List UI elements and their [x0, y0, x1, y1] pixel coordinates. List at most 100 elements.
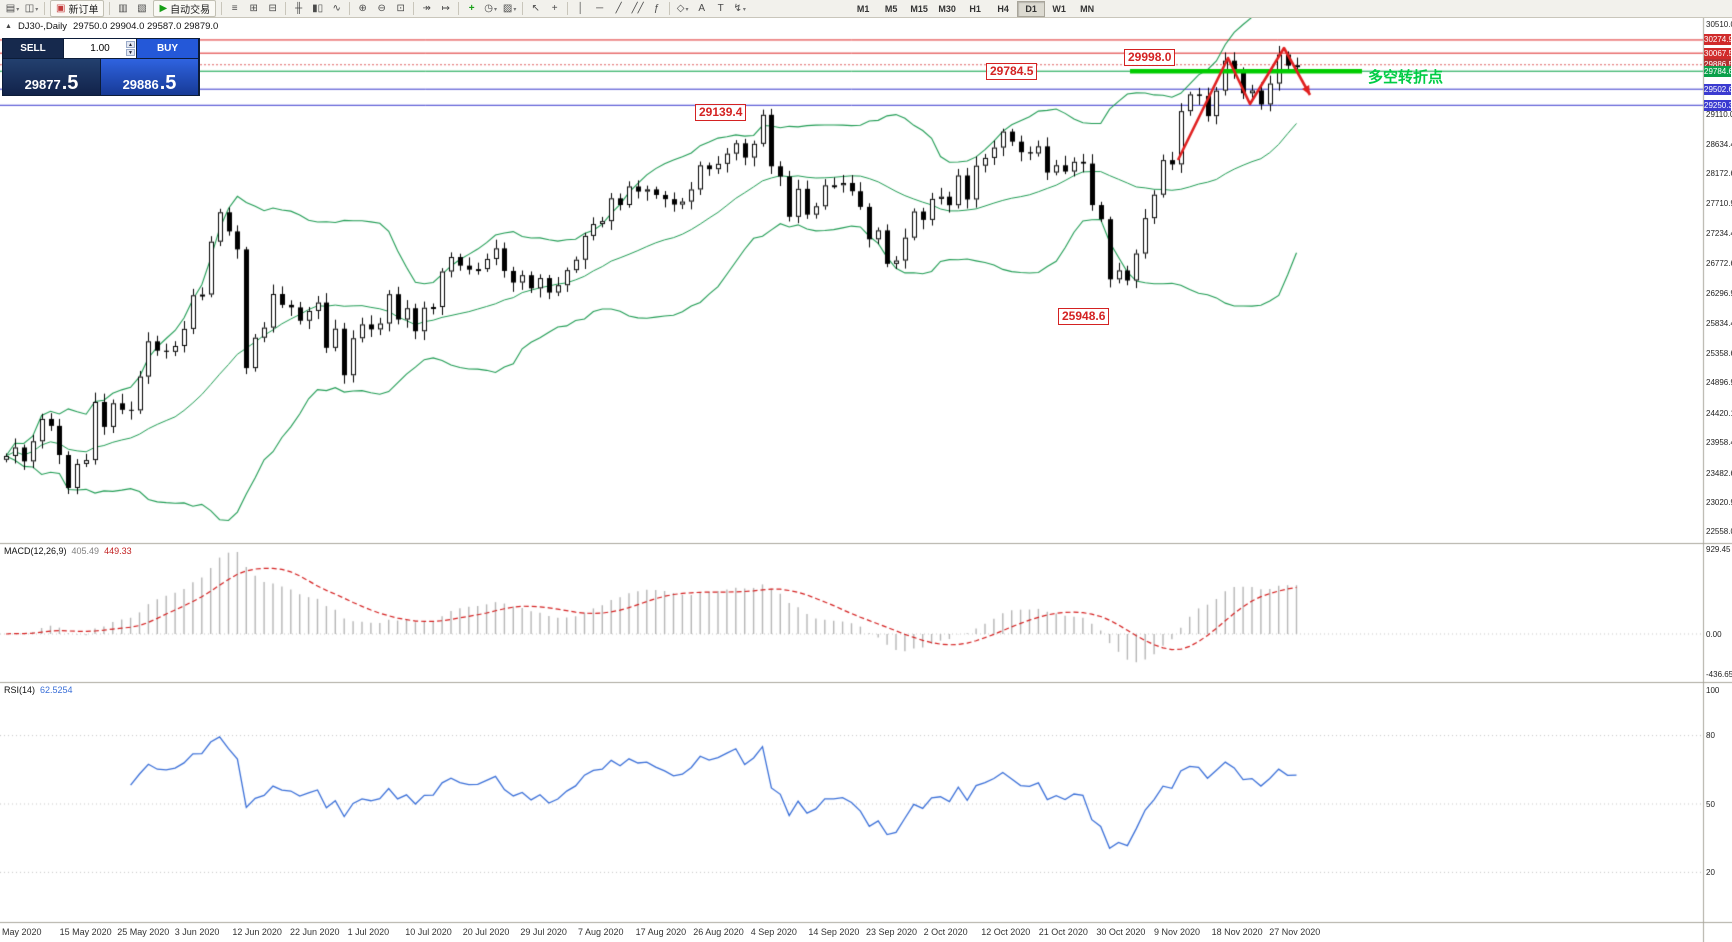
- toolbar: ▤▾ ◫▾ ▣ 新订单 ▥ ▧ ▶ 自动交易 ≡ ⊞ ⊟ ╫ ▮▯ ∿ ⊕ ⊖ ⊡ ↠ ↦ + ◷▾ ▨▾ ↖ + │ ─ ╱ ╱╱ ƒ…: [0, 0, 1732, 18]
- timeframe-button-m5[interactable]: M5: [884, 3, 898, 14]
- candlestick-chart-icon[interactable]: ▮▯: [312, 3, 324, 14]
- macd-scale-tick: -436.65: [1706, 669, 1732, 679]
- chart-ohlc-values: 29750.0 29904.0 29587.0 29879.0: [73, 21, 219, 32]
- date-label: 17 Aug 2020: [635, 927, 687, 937]
- shapes-icon[interactable]: ◇▾: [676, 3, 689, 14]
- new-order-button[interactable]: ▣ 新订单: [50, 0, 105, 17]
- price-annotation-label[interactable]: 29139.4: [695, 104, 747, 121]
- data-window-icon[interactable]: ⊞: [249, 3, 258, 14]
- date-label: 1 Jul 2020: [347, 927, 390, 937]
- macd-indicator-label: MACD(12,26,9) 405.49 449.33: [4, 546, 132, 556]
- profiles-icon[interactable]: ◫▾: [24, 3, 39, 14]
- vertical-line-icon[interactable]: │: [577, 3, 584, 14]
- auto-trading-button[interactable]: ▶ 自动交易: [153, 0, 217, 17]
- sell-price-button[interactable]: 29877 .5: [3, 59, 100, 95]
- volume-input[interactable]: 1.00 ▲ ▼: [64, 39, 136, 58]
- date-label: 29 Jul 2020: [520, 927, 567, 937]
- chart-shift-icon[interactable]: ↦: [441, 3, 450, 14]
- timeframe-button-w1[interactable]: W1: [1052, 3, 1066, 14]
- text-icon[interactable]: A: [698, 3, 705, 14]
- ask-price: 29886: [122, 77, 159, 92]
- toolbar-separator: [458, 2, 460, 15]
- price-tick: 26772.6: [1706, 258, 1732, 268]
- timeframe-button-mn[interactable]: MN: [1080, 3, 1095, 14]
- date-label: 18 Nov 2020: [1211, 927, 1263, 937]
- date-label: 4 Sep 2020: [750, 927, 797, 937]
- rsi-scale-tick: 50: [1706, 799, 1715, 809]
- sell-button[interactable]: SELL: [3, 39, 63, 58]
- arrows-icon[interactable]: ↯▾: [733, 3, 746, 14]
- rsi-scale-tick: 100: [1706, 685, 1720, 695]
- toolbar-separator: [285, 2, 287, 15]
- macd-main-value: 405.49: [71, 546, 100, 556]
- price-tag: 30274.9: [1704, 34, 1732, 46]
- price-annotation-label[interactable]: 25948.6: [1058, 308, 1110, 325]
- price-annotation-label[interactable]: 29784.5: [986, 63, 1038, 80]
- rsi-scale-tick: 20: [1706, 867, 1715, 877]
- market-watch-icon[interactable]: ≡: [231, 3, 238, 14]
- bid-price: 29877: [24, 77, 61, 92]
- toolbar-separator: [349, 2, 351, 15]
- crosshair-icon[interactable]: +: [551, 3, 558, 14]
- rsi-scale-tick: 80: [1706, 731, 1715, 741]
- bid-price-fraction: .5: [61, 72, 79, 94]
- auto-scroll-icon[interactable]: ↠: [422, 3, 431, 14]
- date-label: 12 Oct 2020: [981, 927, 1031, 937]
- price-tag: 29784.6: [1704, 65, 1732, 77]
- chart-screenshot-icon[interactable]: ▥: [118, 3, 128, 14]
- channel-icon[interactable]: ╱╱: [631, 3, 644, 14]
- auto-trading-button-label: 自动交易: [170, 5, 211, 16]
- new-order-button-label: 新订单: [68, 5, 99, 16]
- dropdown-caret-icon: ▾: [742, 7, 746, 13]
- macd-scale-tick: 929.45: [1706, 544, 1731, 554]
- horizontal-line-icon[interactable]: ─: [596, 3, 604, 14]
- price-tick: 23482.6: [1706, 468, 1732, 478]
- line-chart-icon[interactable]: ∿: [332, 3, 341, 14]
- buy-button[interactable]: BUY: [137, 39, 198, 58]
- ask-price-fraction: .5: [159, 72, 177, 94]
- chart-cursor-icon[interactable]: ▧: [137, 3, 147, 14]
- turning-point-label[interactable]: 多空转折点: [1368, 69, 1444, 86]
- indicators-icon[interactable]: +: [468, 3, 475, 14]
- periods-icon[interactable]: ◷▾: [484, 3, 498, 14]
- price-tick: 27710.9: [1706, 198, 1732, 208]
- cursor-icon[interactable]: ↖: [531, 3, 540, 14]
- navigator-icon[interactable]: ⊟: [268, 3, 277, 14]
- chart-title-row: ▲ DJ30-,Daily 29750.0 29904.0 29587.0 29…: [5, 21, 218, 32]
- price-tick: 26296.9: [1706, 289, 1732, 299]
- price-tick: 24420.1: [1706, 408, 1732, 418]
- new-chart-icon[interactable]: ▤▾: [5, 3, 20, 14]
- volume-up-button[interactable]: ▲: [126, 41, 135, 48]
- label-icon[interactable]: T: [717, 3, 724, 14]
- toolbar-separator: [221, 2, 223, 15]
- date-label: 12 Jun 2020: [232, 927, 282, 937]
- timeframe-button-h1[interactable]: H1: [969, 3, 981, 14]
- volume-value: 1.00: [90, 43, 110, 54]
- date-label: 30 Oct 2020: [1096, 927, 1146, 937]
- rsi-value: 62.5254: [40, 685, 73, 695]
- timeframe-button-d1[interactable]: D1: [1017, 0, 1046, 17]
- date-label: 3 Jun 2020: [174, 927, 220, 937]
- price-tick: 28634.4: [1706, 140, 1732, 150]
- templates-icon[interactable]: ▨▾: [502, 3, 517, 14]
- timeframe-button-h4[interactable]: H4: [997, 3, 1009, 14]
- timeframe-button-m15[interactable]: M15: [910, 3, 928, 14]
- volume-down-button[interactable]: ▼: [126, 49, 135, 56]
- fibonacci-icon[interactable]: ƒ: [653, 3, 660, 14]
- trendline-icon[interactable]: ╱: [615, 3, 622, 14]
- bar-chart-icon[interactable]: ╫: [295, 3, 303, 14]
- price-tick: 24896.9: [1706, 378, 1732, 388]
- zoom-in-icon[interactable]: ⊕: [358, 3, 367, 14]
- date-label: 21 Oct 2020: [1038, 927, 1088, 937]
- collapse-panel-icon[interactable]: ▲: [5, 23, 12, 30]
- timeframe-button-m1[interactable]: M1: [856, 3, 870, 14]
- price-annotation-label[interactable]: 29998.0: [1124, 49, 1176, 66]
- tile-windows-icon[interactable]: ⊡: [396, 3, 405, 14]
- timeframe-button-m30[interactable]: M30: [938, 3, 956, 14]
- zoom-out-icon[interactable]: ⊖: [377, 3, 386, 14]
- rsi-indicator-label: RSI(14) 62.5254: [4, 685, 73, 695]
- buy-price-button[interactable]: 29886 .5: [101, 59, 198, 95]
- price-tick: 23020.9: [1706, 497, 1732, 507]
- price-tick: 23958.4: [1706, 438, 1732, 448]
